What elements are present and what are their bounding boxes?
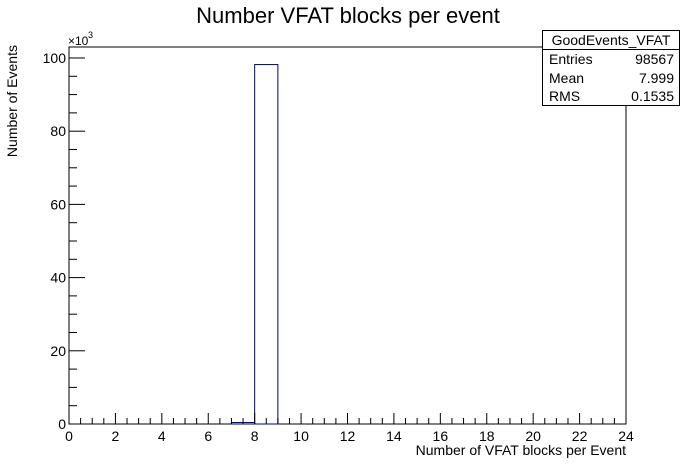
stats-label: RMS (549, 88, 581, 104)
y-tick-label: 60 (50, 196, 66, 212)
y-tick-label: 40 (50, 270, 66, 286)
stats-value: 98567 (635, 51, 674, 67)
y-multiplier: ×10 3 (68, 30, 93, 48)
x-tick-label: 4 (158, 428, 166, 444)
stats-row-mean: Mean 7.999 (543, 69, 679, 88)
x-tick-label: 6 (204, 428, 212, 444)
y-axis: 0 20 40 60 80 100 (43, 50, 85, 432)
chart-title: Number VFAT blocks per event (196, 3, 500, 28)
x-tick-label: 22 (572, 428, 588, 444)
x-tick-label: 16 (433, 428, 449, 444)
y-tick-label: 80 (50, 123, 66, 139)
stats-box: GoodEvents_VFAT Entries 98567 Mean 7.999… (542, 30, 680, 106)
x-tick-label: 12 (340, 428, 356, 444)
y-multiplier-base: ×10 (68, 34, 89, 48)
stats-value: 7.999 (638, 69, 674, 86)
stats-title: GoodEvents_VFAT (543, 31, 679, 50)
histogram-bar (254, 64, 279, 425)
y-tick-label: 0 (58, 416, 66, 432)
x-axis-label: Number of VFAT blocks per Event (416, 442, 626, 458)
y-tick-label: 100 (43, 50, 67, 66)
y-axis-label: Number of Events (4, 45, 20, 157)
y-multiplier-exponent: 3 (88, 30, 93, 40)
y-tick-label: 20 (50, 343, 66, 359)
x-tick-label: 24 (618, 428, 634, 444)
x-tick-label: 0 (65, 428, 73, 444)
x-tick-label: 8 (251, 428, 259, 444)
x-tick-label: 10 (293, 428, 309, 444)
stats-label: Mean (549, 69, 585, 86)
stats-value: 0.1535 (631, 88, 674, 104)
x-tick-label: 14 (386, 428, 402, 444)
histogram-bars (230, 64, 279, 425)
stats-row-rms: RMS 0.1535 (543, 87, 679, 106)
x-tick-label: 18 (479, 428, 495, 444)
stats-label: Entries (549, 51, 593, 67)
stats-row-entries: Entries 98567 (543, 50, 679, 69)
x-axis: 0 2 4 6 8 10 12 14 16 18 20 22 24 (65, 413, 634, 444)
x-tick-label: 2 (112, 428, 120, 444)
x-tick-label: 20 (525, 428, 541, 444)
